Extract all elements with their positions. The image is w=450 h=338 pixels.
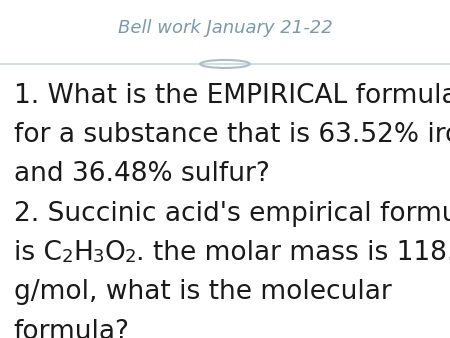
Text: 2: 2 xyxy=(125,248,136,266)
Text: O: O xyxy=(104,240,125,266)
Text: . the molar mass is 118.09: . the molar mass is 118.09 xyxy=(136,240,450,266)
Text: 3: 3 xyxy=(93,248,104,266)
Text: 2: 2 xyxy=(61,248,73,266)
Text: H: H xyxy=(73,240,93,266)
Text: 1. What is the EMPIRICAL formula: 1. What is the EMPIRICAL formula xyxy=(14,83,450,109)
Text: formula?: formula? xyxy=(14,319,130,338)
Text: for a substance that is 63.52% iron: for a substance that is 63.52% iron xyxy=(14,122,450,148)
Text: g/mol, what is the molecular: g/mol, what is the molecular xyxy=(14,279,391,305)
Text: Bell work January 21-22: Bell work January 21-22 xyxy=(117,19,333,37)
Text: is C: is C xyxy=(14,240,61,266)
Text: 2. Succinic acid's empirical formula: 2. Succinic acid's empirical formula xyxy=(14,201,450,227)
Text: and 36.48% sulfur?: and 36.48% sulfur? xyxy=(14,162,270,187)
